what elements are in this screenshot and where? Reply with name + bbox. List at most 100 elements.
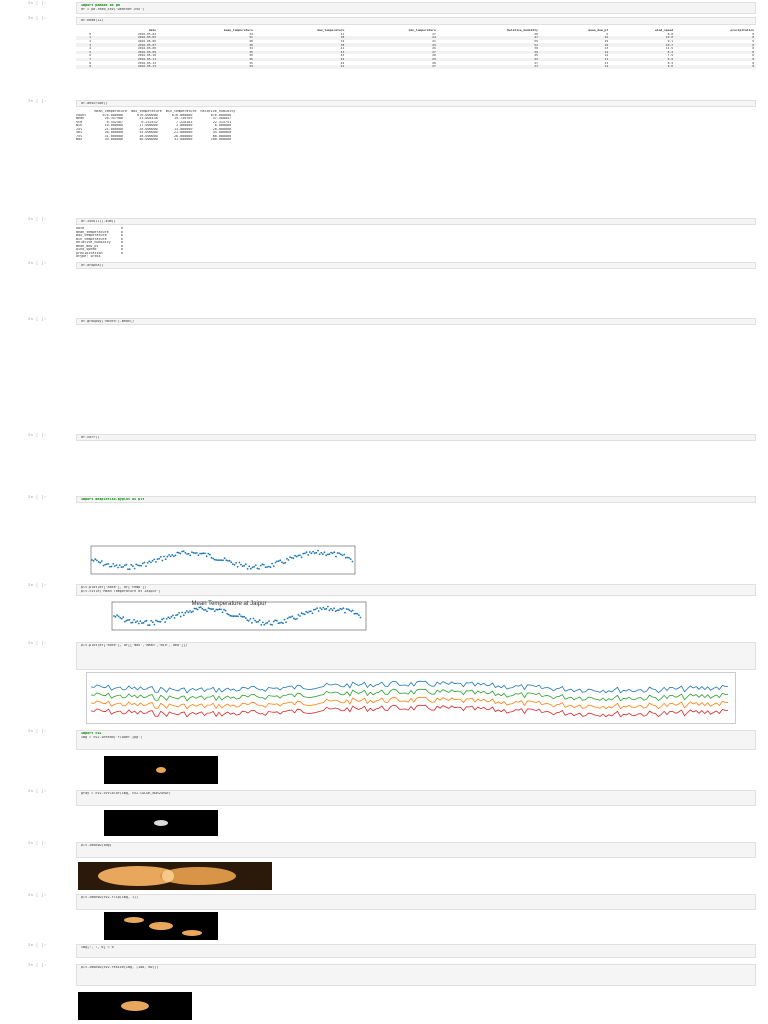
output-line: wind_speed 0	[76, 248, 123, 251]
code-line: plt.imshow(img)	[81, 844, 112, 847]
data-point	[348, 609, 351, 612]
plot-title: Mean Temperature at Jaipur	[192, 601, 267, 607]
data-point	[310, 552, 313, 555]
data-point	[222, 559, 224, 562]
data-point	[130, 621, 132, 624]
data-point	[345, 608, 348, 610]
data-point	[150, 561, 152, 564]
data-point	[110, 565, 113, 568]
data-point	[167, 616, 170, 619]
data-point	[317, 549, 319, 552]
table-cell: 9	[89, 64, 92, 69]
data-point	[117, 615, 120, 618]
data-point	[354, 612, 357, 615]
data-point	[269, 623, 272, 626]
code-cell[interactable]: df.isnull().sum()	[76, 218, 756, 225]
table-row: 7 2016-05-11 36 42 29 22 11 6.9 0	[76, 57, 756, 62]
data-point	[147, 624, 149, 626]
data-point	[309, 610, 312, 613]
code-cell[interactable]: import cv2 img = cv2.imread('flower.jpg'…	[76, 730, 756, 750]
data-point	[251, 621, 253, 624]
code-cell[interactable]: df.head(12)	[76, 17, 756, 25]
data-point	[289, 616, 292, 618]
output-line: mean_temperature max_temperature min_tem…	[76, 110, 236, 113]
table-cell: 0	[752, 43, 754, 47]
data-point	[295, 555, 298, 558]
data-point	[92, 560, 95, 562]
cell-prompt: In [ ]:	[28, 495, 47, 499]
dataframe-output: date mean_temperature max_temperature min_t…	[76, 29, 756, 69]
data-point	[313, 552, 316, 555]
code-line: plt.title('Mean Temperature at Jaipur')	[81, 589, 161, 593]
data-point	[294, 554, 296, 557]
code-cell[interactable]: df.groupby('month').mean()	[76, 318, 756, 325]
data-point	[97, 561, 100, 563]
data-point	[247, 619, 250, 622]
table-cell: 2016-05-08	[137, 46, 156, 51]
data-point	[328, 553, 331, 556]
data-point	[240, 615, 243, 618]
data-point	[115, 564, 118, 566]
data-point	[148, 624, 151, 627]
code-line: df.dropna()	[81, 264, 104, 267]
data-point	[199, 552, 201, 555]
data-point	[300, 612, 303, 615]
table-cell: 29	[534, 50, 538, 54]
table-header: wind_speed	[655, 29, 674, 33]
table-cell: 24	[432, 36, 436, 40]
data-point	[229, 614, 232, 617]
data-point	[340, 608, 343, 611]
code-cell[interactable]: plt.imshow(cv2.flip(img, 1))	[76, 894, 756, 910]
data-point	[258, 568, 260, 570]
data-point	[156, 558, 159, 561]
data-point	[191, 551, 193, 553]
data-point	[122, 566, 124, 568]
table-row: 2 2016-05-06 28 34 21 59 19 9.1 5	[76, 40, 756, 44]
table-cell: 11.5	[665, 46, 674, 51]
code-cell[interactable]: import matplotlib.pyplot as plt	[76, 496, 756, 503]
data-point	[318, 553, 321, 556]
data-point	[164, 621, 166, 623]
table-row: 8 2016-05-12 35 42 28 27 13 8.4 0	[76, 61, 756, 65]
code-cell[interactable]: plt.imshow(img)	[76, 842, 756, 858]
data-point	[344, 611, 346, 614]
table-cell: 11	[604, 57, 609, 61]
series-line	[90, 688, 729, 702]
data-point	[328, 609, 331, 612]
table-cell: 0	[752, 32, 754, 36]
code-cell[interactable]: import pandas as pd df = pd.read_csv('we…	[76, 2, 756, 14]
data-point	[128, 619, 131, 621]
data-point	[116, 614, 118, 617]
data-point	[252, 617, 255, 620]
code-cell[interactable]: df.corr()	[76, 434, 756, 441]
data-point	[347, 608, 349, 611]
data-point	[169, 555, 172, 558]
table-cell: 35	[249, 61, 253, 65]
code-cell[interactable]: plt.plot(df['date'], df['temp']) plt.tit…	[76, 584, 756, 596]
code-line: df = pd.read_csv('weather.csv')	[81, 7, 145, 11]
data-point	[145, 565, 147, 567]
data-point	[333, 607, 335, 610]
code-line: plt.imshow(cv2.resize(img, (100, 60)))	[81, 966, 159, 969]
data-point	[299, 554, 301, 557]
code-cell[interactable]: plt.plot(df['date'], df[['max','mean','m…	[76, 642, 756, 670]
data-point	[235, 615, 238, 618]
code-cell[interactable]: plt.imshow(cv2.resize(img, (100, 60)))	[76, 964, 756, 986]
data-point	[258, 619, 261, 622]
data-point	[179, 552, 182, 555]
data-point	[353, 612, 356, 615]
code-cell[interactable]: df.dropna()	[76, 262, 756, 269]
table-cell: 0	[752, 57, 754, 61]
output-line: mean_dew_pt 0	[76, 244, 123, 248]
table-header: min_temperature	[408, 29, 436, 33]
data-point	[193, 607, 196, 610]
code-cell[interactable]: gray = cv2.cvtColor(img, cv2.COLOR_BGR2G…	[76, 790, 756, 806]
data-point	[148, 560, 151, 563]
table-cell: 2016-05-07	[137, 43, 156, 47]
data-point	[325, 554, 328, 557]
data-point	[268, 620, 270, 622]
table-cell: 27	[432, 32, 436, 36]
data-point	[205, 555, 208, 558]
code-cell[interactable]: df.describe()	[76, 100, 756, 107]
code-cell[interactable]: img[:, :, 0] = 0	[76, 944, 756, 958]
